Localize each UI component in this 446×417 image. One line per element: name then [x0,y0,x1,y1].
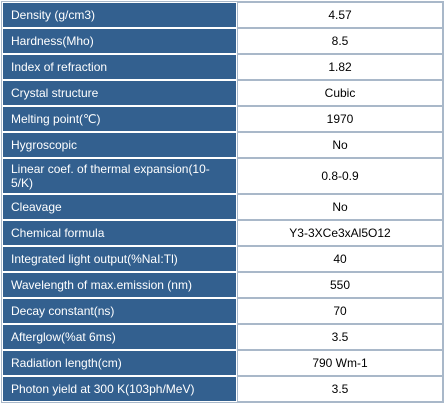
property-label: Afterglow(%at 6ms) [2,324,237,350]
table-row: Afterglow(%at 6ms) 3.5 [2,324,443,350]
property-value: 70 [237,298,443,324]
property-label: Hardness(Mho) [2,28,237,54]
table-row: Integrated light output(%NaI:Tl) 40 [2,246,443,272]
property-label: Density (g/cm3) [2,2,237,28]
table-row: Decay constant(ns) 70 [2,298,443,324]
property-label: Melting point(℃) [2,106,237,132]
property-label: Crystal structure [2,80,237,106]
property-label: Wavelength of max.emission (nm) [2,272,237,298]
property-label: Hygroscopic [2,132,237,158]
property-label: Cleavage [2,194,237,220]
table-row: Radiation length(cm) 790 Wm-1 [2,350,443,376]
property-value: 1.82 [237,54,443,80]
table-row: Hardness(Mho) 8.5 [2,28,443,54]
property-value: 3.5 [237,324,443,350]
property-label: Linear coef. of thermal expansion(10-5/K… [2,158,237,194]
table-row: Hygroscopic No [2,132,443,158]
property-value: 40 [237,246,443,272]
property-value: 4.57 [237,2,443,28]
table-row: Density (g/cm3) 4.57 [2,2,443,28]
table-row: Melting point(℃) 1970 [2,106,443,132]
property-value: 1970 [237,106,443,132]
property-label: Photon yield at 300 K(103ph/MeV) [2,376,237,402]
property-label: Index of refraction [2,54,237,80]
table-row: Wavelength of max.emission (nm) 550 [2,272,443,298]
property-label: Integrated light output(%NaI:Tl) [2,246,237,272]
table-row: Linear coef. of thermal expansion(10-5/K… [2,158,443,194]
property-label: Radiation length(cm) [2,350,237,376]
table-row: Photon yield at 300 K(103ph/MeV) 3.5 [2,376,443,402]
property-label: Chemical formula [2,220,237,246]
table-row: Index of refraction 1.82 [2,54,443,80]
table-row: Crystal structure Cubic [2,80,443,106]
property-value: 8.5 [237,28,443,54]
property-value: 550 [237,272,443,298]
table-row: Chemical formula Y3-3XCe3xAl5O12 [2,220,443,246]
property-value: 3.5 [237,376,443,402]
table-row: Cleavage No [2,194,443,220]
properties-table: Density (g/cm3) 4.57 Hardness(Mho) 8.5 I… [1,1,444,403]
property-value: Y3-3XCe3xAl5O12 [237,220,443,246]
property-value: No [237,132,443,158]
property-value: 0.8-0.9 [237,158,443,194]
property-label: Decay constant(ns) [2,298,237,324]
property-value: 790 Wm-1 [237,350,443,376]
property-value: Cubic [237,80,443,106]
property-value: No [237,194,443,220]
